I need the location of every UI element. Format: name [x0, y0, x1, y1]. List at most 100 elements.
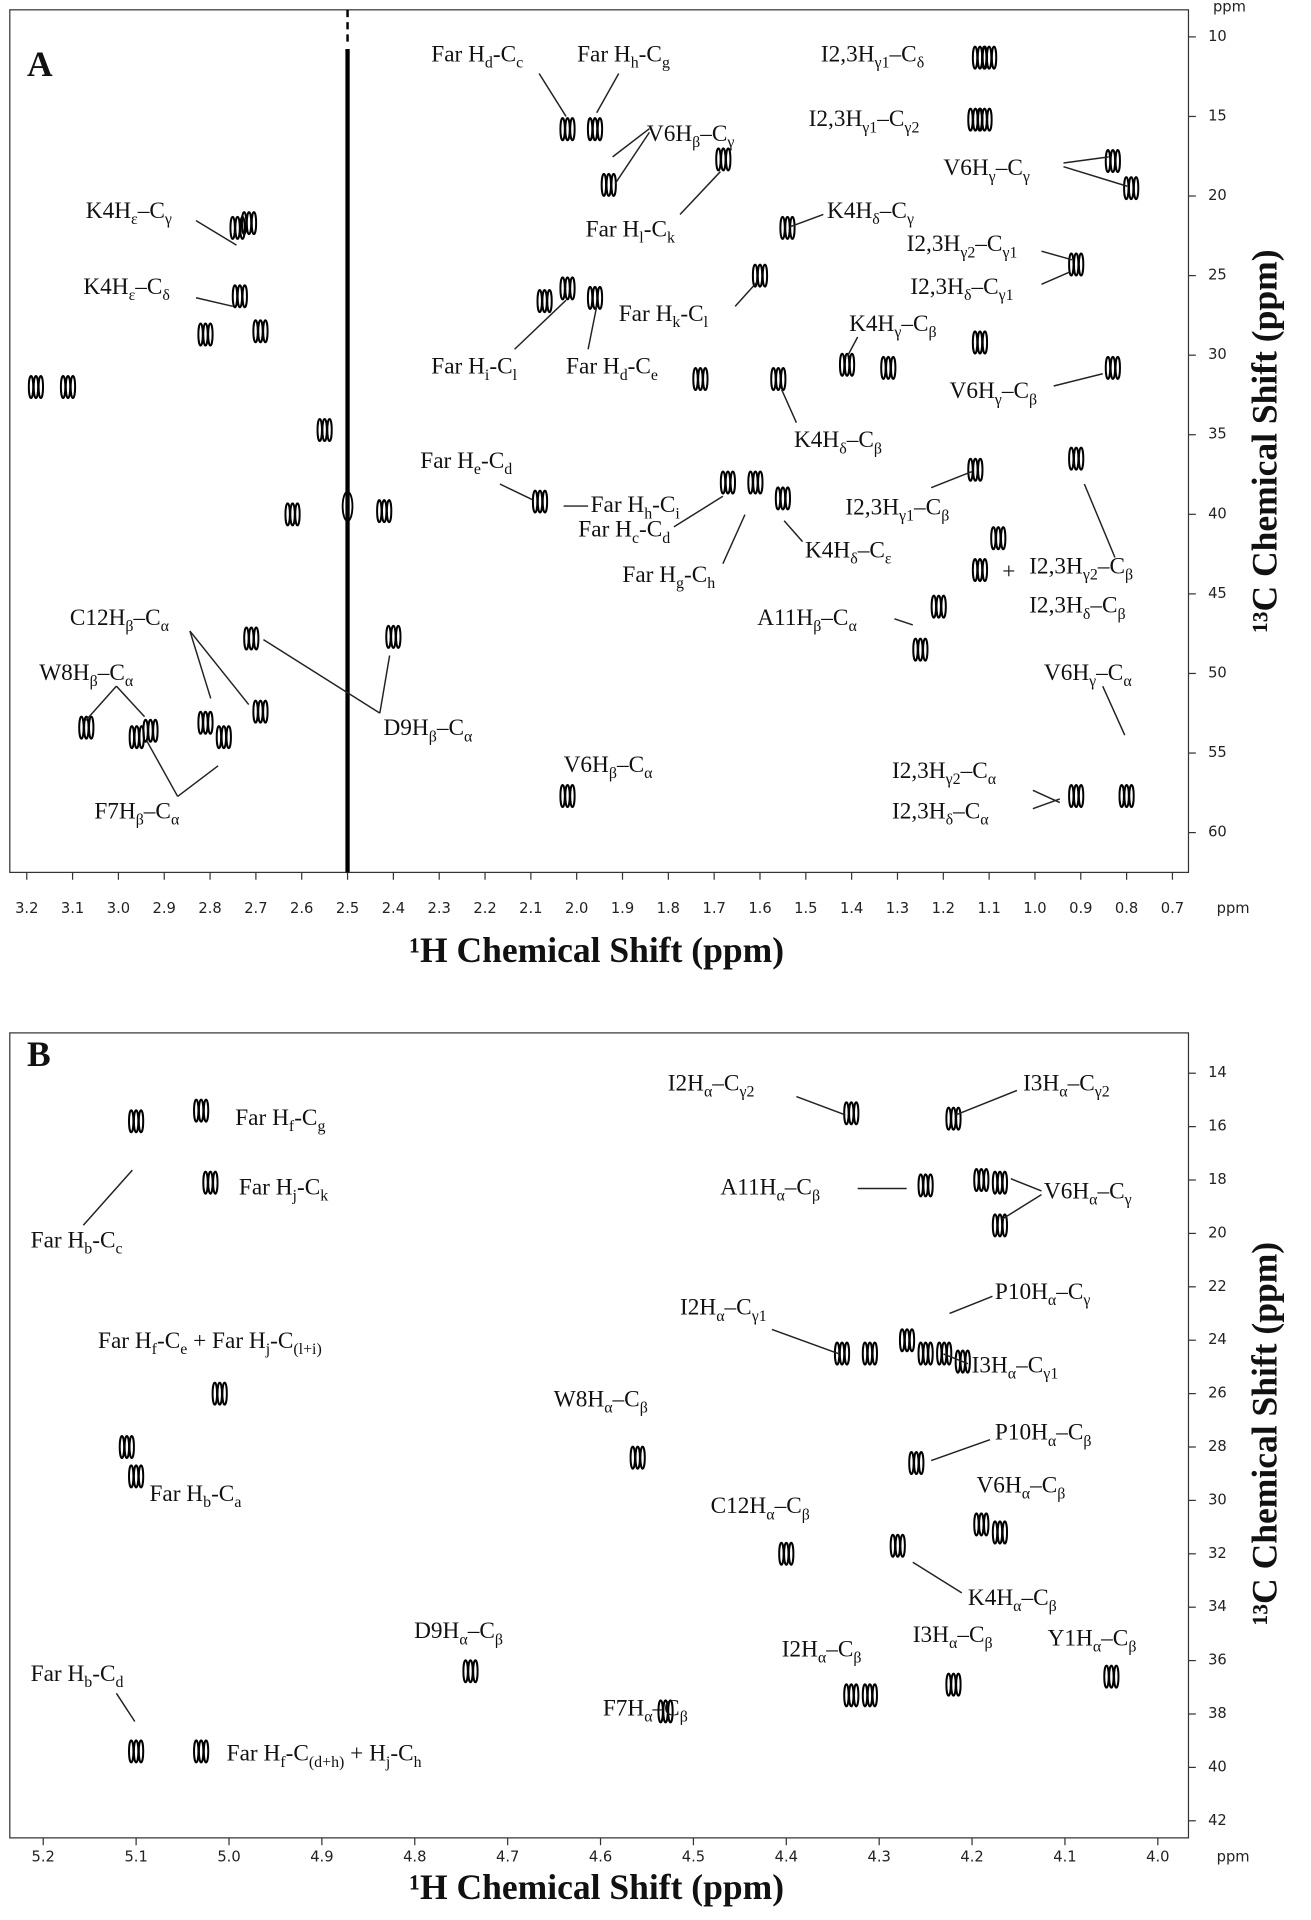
annotation-subscript: g — [676, 575, 684, 592]
annotation-subscript: d — [620, 367, 628, 384]
annotation-text: I3H — [1023, 1070, 1059, 1096]
leader-line — [82, 1169, 133, 1226]
annotation-text: K4H — [794, 427, 839, 453]
annotation-subscript: γ — [1022, 168, 1030, 185]
peak — [586, 285, 604, 310]
peak-contour — [908, 1451, 915, 1476]
leader-line — [1053, 373, 1103, 387]
annotation-subscript: α — [1059, 1084, 1067, 1101]
x-tick-label: 0.7 — [1161, 900, 1184, 917]
annotation-text: –C — [1089, 593, 1117, 619]
annotation-subscript: β — [1083, 1433, 1091, 1450]
peak-contour — [986, 107, 993, 132]
peak-contour — [667, 1699, 674, 1724]
annotation-text: -C — [644, 216, 667, 242]
annotation-text: –C — [1001, 378, 1029, 404]
x-tick-label: 2.6 — [290, 900, 313, 917]
x-unit: ppm — [1217, 900, 1250, 917]
annotation: W8Hβ–Cα — [39, 660, 133, 690]
peak — [600, 172, 617, 197]
annotation: I3Hα–Cγ1 — [972, 1352, 1059, 1382]
annotation-subscript: γ1 — [1042, 1365, 1058, 1382]
annotation-text: –C — [913, 495, 941, 521]
annotation-subscript: α — [1089, 1191, 1097, 1208]
annotation-text: -C — [92, 1227, 115, 1253]
annotation-text: –C — [711, 1070, 739, 1096]
x-tick-label: 1.7 — [702, 900, 725, 917]
peak-contour — [789, 215, 796, 240]
peak — [197, 710, 214, 735]
annotation: A11Hβ–Cα — [757, 605, 857, 635]
peak-contour — [950, 1106, 957, 1131]
peak-contour — [294, 502, 301, 527]
peak-contour — [1073, 783, 1080, 809]
annotation: K4Hδ–Cβ — [794, 427, 882, 457]
peak-contour — [871, 1341, 878, 1366]
peak-contour — [137, 1739, 145, 1764]
peak — [912, 637, 929, 662]
annotation-text: –C — [879, 198, 907, 224]
peak — [779, 215, 796, 240]
annotation: Far Hh-Cg — [577, 41, 670, 71]
annotation-text: -C — [157, 1328, 180, 1354]
annotation: C12Hβ–Cα — [70, 605, 169, 635]
annotation-subscript: γ — [906, 211, 914, 228]
peak-contour — [866, 1341, 874, 1366]
peak-contour — [1104, 149, 1112, 174]
annotation: V6Hα–Cγ — [1044, 1178, 1132, 1208]
peak-contour — [918, 1451, 925, 1476]
peak-contour — [376, 499, 383, 524]
peak-contour — [1114, 355, 1121, 380]
annotation-subscript: β — [1049, 1598, 1057, 1615]
annotation-subscript: d — [485, 54, 493, 71]
x-tick-label: 5.1 — [124, 1848, 147, 1865]
y-tick-label: 20 — [1208, 1224, 1227, 1241]
annotation-subscript: γ — [988, 168, 996, 185]
annotation-subscript: α — [644, 1708, 652, 1725]
annotation-text: K4H — [83, 274, 128, 300]
annotation-subscript: γ1 — [874, 54, 890, 71]
annotation-text: -C — [390, 1741, 413, 1767]
peak-contour — [977, 457, 984, 482]
annotation-text: –C — [995, 155, 1023, 181]
peak — [559, 783, 576, 809]
x-tick-label: 2.7 — [244, 900, 267, 917]
annotation-text: P10H — [995, 1279, 1048, 1305]
x-tick-label: 0.8 — [1115, 900, 1138, 917]
peak-contour — [1114, 149, 1121, 174]
annotation-subscript: γ2 — [1082, 567, 1098, 584]
annotation: V6Hγ–Cα — [1044, 660, 1132, 690]
annotation-text: I3H — [972, 1352, 1008, 1378]
annotation: I2,3Hγ2–Cγ1 — [907, 231, 1018, 261]
peak-contour — [236, 284, 244, 309]
peak — [971, 330, 989, 355]
annotation-subscript: β — [90, 673, 98, 690]
leader-line — [930, 1438, 991, 1462]
peak-contour — [1073, 446, 1080, 471]
peak — [211, 1381, 228, 1406]
annotation: Far Hb-Ca — [149, 1481, 241, 1511]
annotation-subscript: γ2 — [903, 119, 919, 136]
peak-contour — [861, 1683, 869, 1708]
peak-contour — [321, 417, 328, 442]
annotation-text: -C — [639, 517, 662, 543]
peak-contour — [32, 374, 40, 400]
peak-contour — [945, 1672, 952, 1697]
peak-contour — [927, 1173, 934, 1198]
x-tick-label: 4.1 — [1053, 1848, 1076, 1865]
peak-contour — [541, 289, 548, 314]
annotation-subscript: β — [1125, 567, 1133, 584]
x-tick-label: 1.1 — [977, 900, 1000, 917]
peak-contour — [69, 374, 77, 400]
annotation-subscript: β — [609, 765, 617, 782]
peak-contour — [1128, 783, 1135, 809]
peak-contour — [1123, 176, 1130, 201]
annotation-text: Far H — [586, 216, 640, 242]
annotation-subscript: β — [813, 618, 821, 635]
peak-contour — [978, 1168, 985, 1193]
leader-line — [1063, 156, 1109, 164]
annotation-text: Far H — [98, 1328, 152, 1354]
annotation-subscript: γ — [1088, 673, 1096, 690]
annotation-text: -C — [270, 1328, 293, 1354]
peak-contour — [142, 718, 149, 743]
